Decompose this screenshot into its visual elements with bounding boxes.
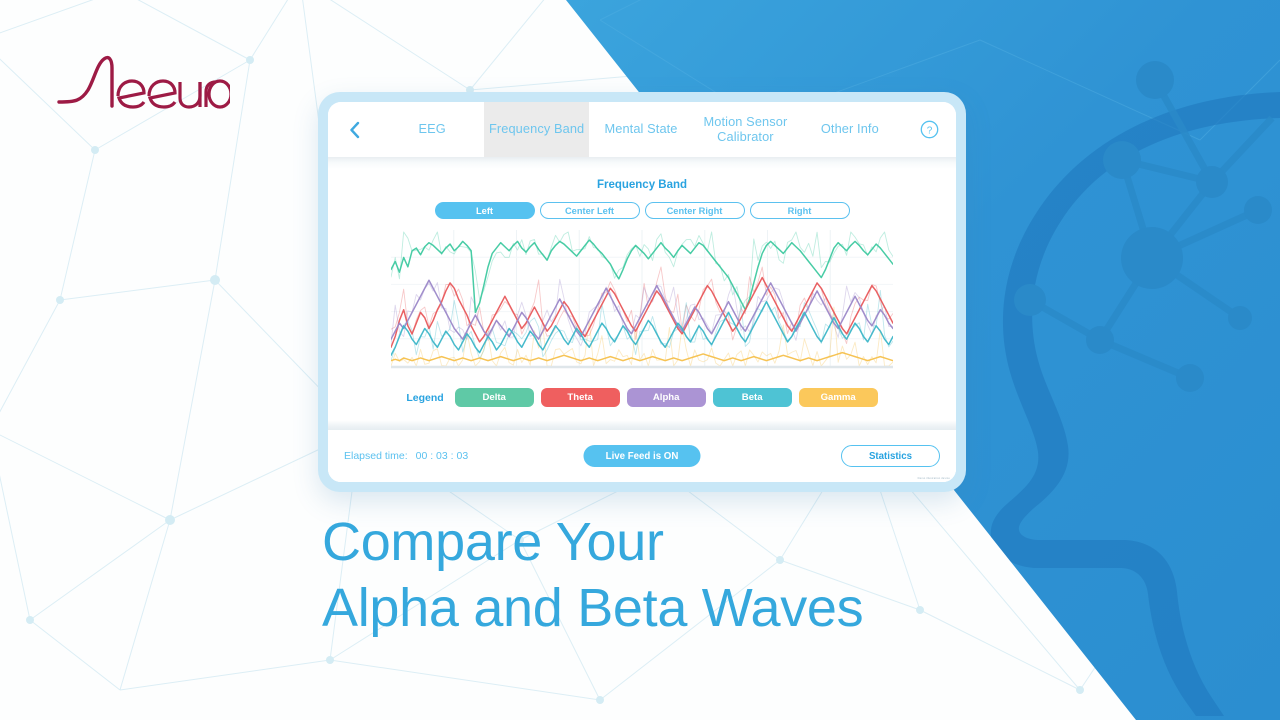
tab-bar-shadow [328,157,956,169]
chevron-left-icon [349,121,359,138]
legend-chip-label: Gamma [820,392,856,403]
legend-chip-delta[interactable]: Delta [454,388,534,407]
frequency-band-chart [391,230,893,372]
tab-mental-state[interactable]: Mental State [589,102,693,157]
statistics-label: Statistics [868,450,913,462]
neeuro-logo [55,52,233,112]
app-content: Frequency Band Left Center Left Center R… [328,169,956,482]
app-screen: EEG Frequency Band Mental State Motion S… [328,102,956,482]
tab-label: Other Info [820,121,879,137]
legend-chip-beta[interactable]: Beta [712,388,792,407]
legend-chip-theta[interactable]: Theta [540,388,620,407]
tab-label: EEG [418,121,446,137]
chart-canvas [391,230,893,369]
statistics-button[interactable]: Statistics [841,445,940,467]
tab-label: Frequency Band [488,121,585,137]
legend-chip-gamma[interactable]: Gamma [798,388,878,407]
live-feed-label: Live Feed is ON [605,450,679,462]
elapsed-time-label: Elapsed time: [344,450,408,462]
svg-text:?: ? [926,125,932,136]
tab-other-info[interactable]: Other Info [798,102,902,157]
channel-label: Center Left [564,205,615,216]
legend-chip-label: Beta [741,392,763,403]
app-footer: Elapsed time: 00 : 03 : 03 Live Feed is … [328,430,956,482]
elapsed-time-value: 00 : 03 : 03 [415,450,469,462]
legend-chip-alpha[interactable]: Alpha [626,388,706,407]
help-button[interactable]: ? [902,102,956,157]
tab-label: Motion Sensor Calibrator [703,113,788,144]
panel-title: Frequency Band [596,179,688,191]
device-microtext: Demo illustration device [917,477,950,480]
tablet-device-frame: EEG Frequency Band Mental State Motion S… [318,92,966,492]
question-circle-icon: ? [920,120,938,139]
chart-legend: Legend Delta Theta Alpha Beta Gamma [328,388,956,407]
channel-label: Center Right [666,205,723,216]
legend-title: Legend [406,391,444,404]
footer-divider [328,420,956,430]
back-button[interactable] [328,102,380,157]
channel-button-left[interactable]: Left [434,202,535,219]
tab-eeg[interactable]: EEG [380,102,484,157]
headline-line-2: Alpha and Beta Waves [322,577,864,638]
app-tab-bar: EEG Frequency Band Mental State Motion S… [328,102,956,157]
elapsed-time: Elapsed time: 00 : 03 : 03 [344,450,468,462]
legend-chip-label: Theta [567,392,593,403]
page-headline: Compare Your Alpha and Beta Waves [322,510,864,642]
live-feed-toggle[interactable]: Live Feed is ON [583,445,701,467]
tab-frequency-band[interactable]: Frequency Band [484,102,589,157]
channel-label: Right [787,205,812,216]
tab-label: Mental State [604,121,678,137]
tab-motion-sensor-calibrator[interactable]: Motion Sensor Calibrator [693,102,797,157]
channel-button-center-right[interactable]: Center Right [644,202,745,219]
channel-button-right[interactable]: Right [749,202,850,219]
channel-button-center-left[interactable]: Center Left [539,202,640,219]
legend-chip-label: Delta [482,392,506,403]
channel-label: Left [475,205,494,216]
headline-line-1: Compare Your [322,512,664,572]
legend-chip-label: Alpha [652,392,680,403]
channel-selector: Left Center Left Center Right Right [328,202,956,219]
